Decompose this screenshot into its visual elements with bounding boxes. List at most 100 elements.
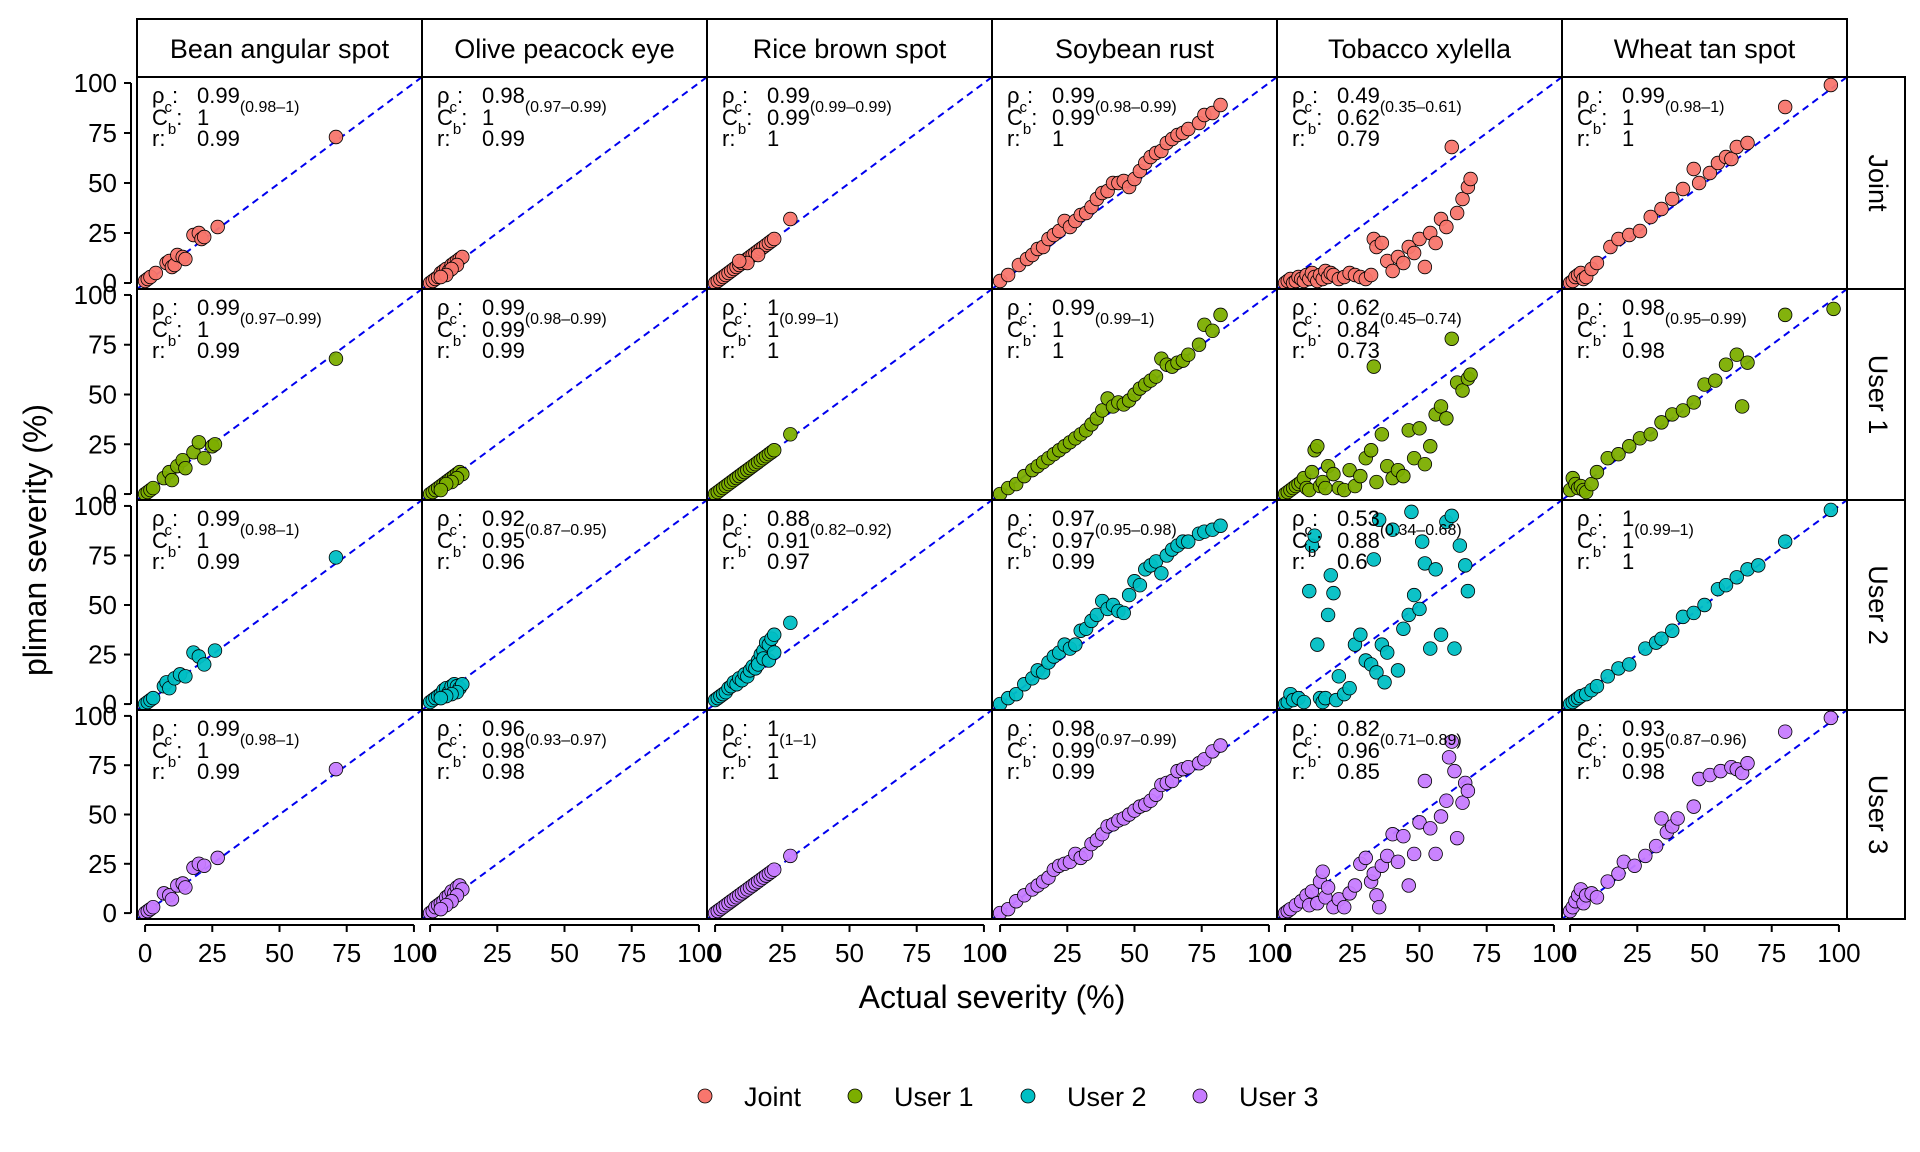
column-label-olive-peacock-eye: Olive peacock eye (454, 34, 675, 64)
data-point (178, 880, 193, 895)
data-point (1449, 830, 1465, 846)
data-point (1823, 710, 1839, 726)
data-point (1304, 464, 1320, 480)
data-point (1439, 793, 1454, 808)
data-point (1463, 367, 1478, 382)
data-point (1433, 399, 1449, 414)
panel-user-2-bean-angular-spot: ρc: 0.99(0.98–1)Cb: 1r: 0.99 (136, 499, 423, 711)
data-point (1751, 558, 1766, 573)
data-point (1396, 621, 1411, 636)
panel-user-2-olive-peacock-eye: ρc: 0.92(0.87–0.95)Cb: 0.95r: 0.96 (421, 499, 708, 711)
stat-cb-value: 0.99 (1052, 105, 1095, 130)
points-group (422, 464, 470, 500)
x-tick-label: 0 (1278, 938, 1292, 968)
data-point (1390, 854, 1406, 870)
legend-label-joint: Joint (744, 1082, 802, 1112)
y-tick-label: 100 (74, 491, 117, 521)
x-tick-label: 100 (392, 938, 435, 968)
data-point (145, 690, 161, 706)
data-point (1366, 552, 1381, 567)
stat-r-value: 0.98 (1622, 338, 1665, 363)
data-point (1353, 627, 1368, 642)
data-point (1310, 637, 1325, 652)
x-tick-label: 100 (1817, 938, 1860, 968)
data-point (1686, 161, 1701, 177)
panel-joint-soybean-rust: ρc: 0.99(0.98–0.99)Cb: 0.99r: 1 (991, 76, 1278, 290)
data-point (1213, 97, 1228, 113)
data-point (1304, 884, 1320, 899)
data-point (145, 480, 161, 496)
data-point (1371, 512, 1387, 528)
row-label-user-1: User 1 (1863, 355, 1893, 435)
points-group (422, 878, 470, 919)
panel-user-3-tobacco-xylella: ρc: 0.82(0.71–0.89)Cb: 0.96r: 0.85 (1276, 709, 1563, 920)
data-point (1452, 538, 1468, 553)
panels-layer: Bean angular spot Olive peacock eye Rice b… (74, 18, 1906, 932)
data-point (1154, 566, 1169, 581)
data-point (1371, 899, 1387, 915)
data-point (1439, 219, 1454, 235)
legend-label-user-3: User 3 (1239, 1082, 1319, 1112)
data-point (1205, 323, 1220, 339)
data-point (433, 690, 449, 706)
panel-user-1-rice-brown-spot: ρc: 1(0.99–1)Cb: 1r: 1 (706, 288, 993, 501)
data-point (1675, 181, 1691, 197)
data-point (1396, 468, 1411, 484)
data-point (1363, 267, 1379, 283)
data-point (1181, 534, 1196, 549)
data-point (1417, 773, 1433, 789)
data-point (1675, 403, 1691, 418)
stat-r-label: r: (152, 759, 165, 784)
data-point (1600, 669, 1615, 684)
stat-r-label: r: (437, 759, 450, 784)
data-point (783, 615, 798, 631)
column-label-bean-angular-spot: Bean angular spot (170, 34, 390, 64)
data-point (767, 231, 782, 247)
y-tick-label: 0 (103, 898, 117, 928)
data-point (148, 265, 164, 281)
panel-user-1-tobacco-xylella: ρc: 0.62(0.45–0.74)Cb: 0.84r: 0.73 (1276, 288, 1563, 501)
stat-r-label: r: (437, 549, 450, 574)
data-point (1380, 645, 1395, 660)
data-point (433, 269, 449, 285)
data-point (197, 858, 212, 873)
data-point (1423, 821, 1438, 836)
data-point (1213, 518, 1228, 533)
stat-r-value: 1 (1622, 126, 1634, 151)
data-point (1460, 583, 1476, 599)
y-tick-label: 25 (88, 849, 117, 879)
panel-user-3-wheat-tan-spot: ρc: 0.93(0.87–0.96)Cb: 0.95r: 0.98 (1561, 709, 1848, 920)
column-strip-olive-peacock-eye (421, 18, 708, 78)
data-point (732, 253, 747, 269)
data-point (1665, 191, 1680, 207)
data-point (1740, 135, 1755, 151)
column-strip-bean-angular-spot (136, 18, 423, 78)
data-point (1428, 562, 1443, 577)
row-label-user-2: User 2 (1863, 565, 1893, 645)
x-tick-label: 100 (1247, 938, 1290, 968)
x-tick-label: 25 (483, 938, 512, 968)
x-tick-label: 0 (993, 938, 1007, 968)
column-label-rice-brown-spot: Rice brown spot (753, 34, 947, 64)
stat-r-label: r: (1007, 338, 1020, 363)
data-point (1686, 605, 1701, 621)
stat-r-label: r: (1292, 549, 1305, 574)
data-point (1460, 783, 1476, 799)
data-point (1412, 421, 1427, 436)
data-point (1404, 504, 1419, 520)
data-point (1390, 663, 1406, 678)
data-point (178, 669, 193, 684)
stat-cb-value: 1 (767, 738, 779, 763)
panel-user-1-bean-angular-spot: ρc: 0.99(0.97–0.99)Cb: 1r: 0.99 (136, 288, 423, 501)
data-point (1444, 139, 1459, 155)
data-point (1414, 534, 1430, 549)
data-point (1718, 577, 1734, 593)
stat-r-value: 0.79 (1337, 126, 1380, 151)
y-tick-label: 50 (88, 800, 117, 830)
data-point (191, 435, 207, 450)
panel-background (422, 289, 707, 500)
points-group (137, 761, 344, 919)
stat-cb-value: 0.98 (482, 738, 525, 763)
data-point (1369, 888, 1384, 903)
stat-cb-value: 0.99 (767, 105, 810, 130)
